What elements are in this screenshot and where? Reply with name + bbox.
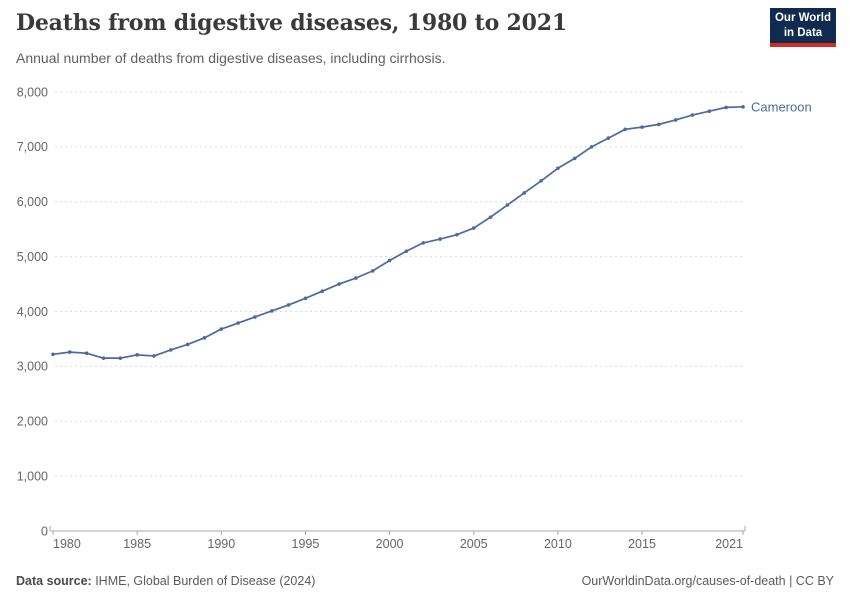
data-source-label: Data source: <box>16 574 92 588</box>
data-point <box>101 356 106 360</box>
data-point <box>135 353 139 357</box>
data-source-note: Data source: IHME, Global Burden of Dise… <box>16 574 315 588</box>
data-point <box>572 156 577 161</box>
data-point <box>84 351 89 356</box>
data-point <box>522 191 527 195</box>
y-tick-label: 5,000 <box>17 250 48 264</box>
data-point <box>421 241 426 245</box>
data-point <box>673 118 678 122</box>
data-point <box>253 315 257 319</box>
x-tick-label: 1995 <box>292 537 320 551</box>
line-chart-plot-area: 0 1,000 2,000 3,000 4,000 5,000 6,000 7,000 8,00… <box>17 85 812 551</box>
credit-link[interactable]: OurWorldinData.org/causes-of-death | CC … <box>581 574 834 588</box>
data-point <box>354 276 358 280</box>
data-point <box>152 354 156 358</box>
chart-subtitle: Annual number of deaths from digestive d… <box>16 50 446 66</box>
data-point <box>236 321 240 325</box>
data-point <box>320 289 325 293</box>
data-point <box>455 232 459 237</box>
data-point <box>623 127 627 132</box>
y-tick-label: 3,000 <box>17 360 48 374</box>
data-point <box>471 226 476 230</box>
owid-logo-line1: Our World <box>774 12 831 25</box>
data-point <box>286 303 291 307</box>
y-tick-label: 1,000 <box>17 469 48 483</box>
data-point <box>202 336 207 340</box>
y-tick-label: 2,000 <box>17 415 48 429</box>
data-point <box>68 350 72 354</box>
data-point <box>118 356 123 360</box>
data-point <box>741 105 745 109</box>
data-point <box>640 125 644 129</box>
x-tick-label: 2015 <box>628 537 656 551</box>
series-label[interactable]: Cameroon <box>751 99 812 114</box>
x-tick-label: 2005 <box>460 537 488 551</box>
data-point <box>219 327 224 331</box>
page-title: Deaths from digestive diseases, 1980 to … <box>16 10 567 36</box>
chart-footer: Data source: IHME, Global Burden of Dise… <box>16 574 834 588</box>
data-point <box>404 249 409 253</box>
data-point <box>606 136 611 140</box>
data-point <box>185 342 190 347</box>
data-point <box>724 105 728 110</box>
data-point <box>303 296 308 301</box>
y-tick-label: 7,000 <box>17 140 48 154</box>
data-point <box>505 203 510 207</box>
x-tick-label: 2010 <box>544 537 572 551</box>
data-point <box>337 282 341 286</box>
data-point <box>387 258 392 263</box>
data-point <box>269 309 274 313</box>
x-tick-label: 1990 <box>207 537 235 551</box>
y-tick-label: 4,000 <box>17 305 48 319</box>
data-point <box>707 109 712 114</box>
data-point <box>370 269 375 273</box>
data-point <box>51 352 55 357</box>
data-point <box>690 113 695 117</box>
data-source-value: IHME, Global Burden of Disease (2024) <box>91 574 316 588</box>
y-tick-label: 8,000 <box>17 85 48 99</box>
x-tick-label: 1985 <box>123 537 151 551</box>
y-tick-label: 0 <box>41 524 48 538</box>
data-point <box>589 145 594 149</box>
y-tick-label: 6,000 <box>17 195 48 209</box>
owid-logo-line2: in Data <box>783 26 823 39</box>
data-point <box>438 237 442 241</box>
data-point <box>169 348 173 352</box>
data-line <box>52 105 744 359</box>
x-tick-label: 2000 <box>376 537 404 551</box>
data-point <box>488 215 493 219</box>
x-tick-label: 1980 <box>53 537 81 551</box>
data-point <box>556 166 560 171</box>
owid-logo: Our World in Data <box>770 8 836 47</box>
data-point <box>657 122 661 127</box>
x-tick-label: 2021 <box>715 537 743 551</box>
data-point <box>539 179 543 183</box>
